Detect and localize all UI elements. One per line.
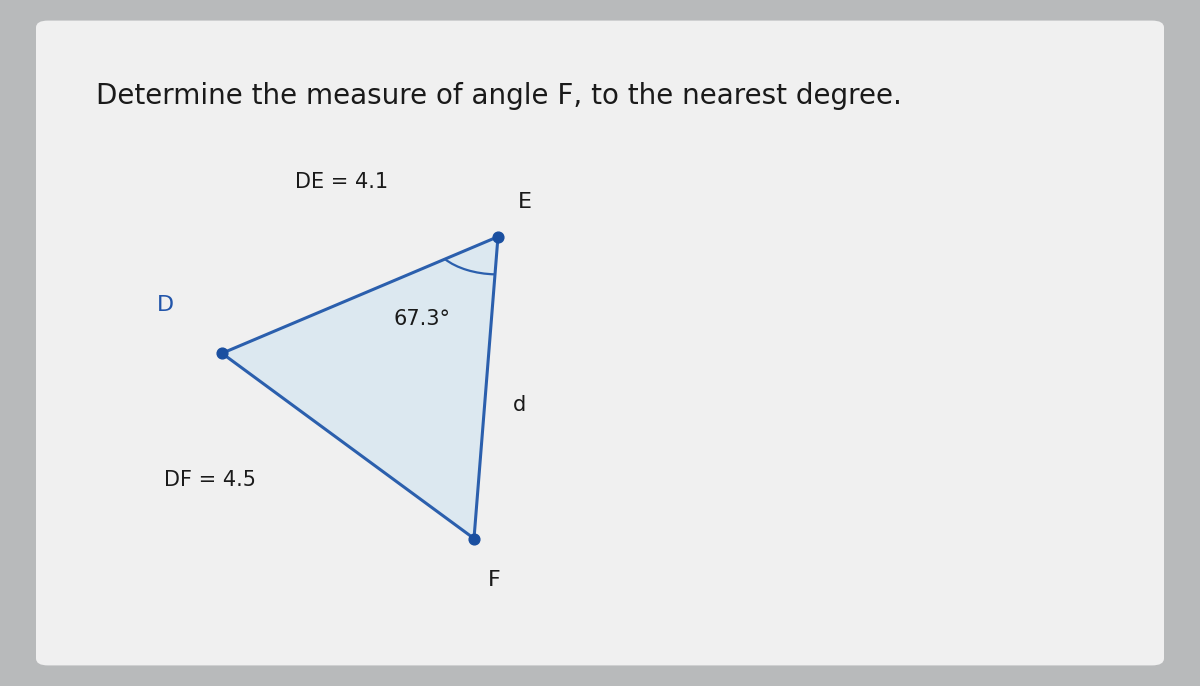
Polygon shape (222, 237, 498, 539)
Text: F: F (488, 569, 500, 590)
Text: 67.3°: 67.3° (394, 309, 451, 329)
Text: DF = 4.5: DF = 4.5 (164, 470, 256, 490)
Point (488, 231, 508, 242)
Point (212, 348, 232, 359)
FancyBboxPatch shape (36, 21, 1164, 665)
Text: DE = 4.1: DE = 4.1 (295, 172, 389, 192)
Text: E: E (517, 192, 532, 213)
Text: D: D (157, 295, 174, 316)
Text: d: d (512, 394, 527, 415)
Text: Determine the measure of angle F, to the nearest degree.: Determine the measure of angle F, to the… (96, 82, 902, 110)
Point (464, 533, 484, 544)
